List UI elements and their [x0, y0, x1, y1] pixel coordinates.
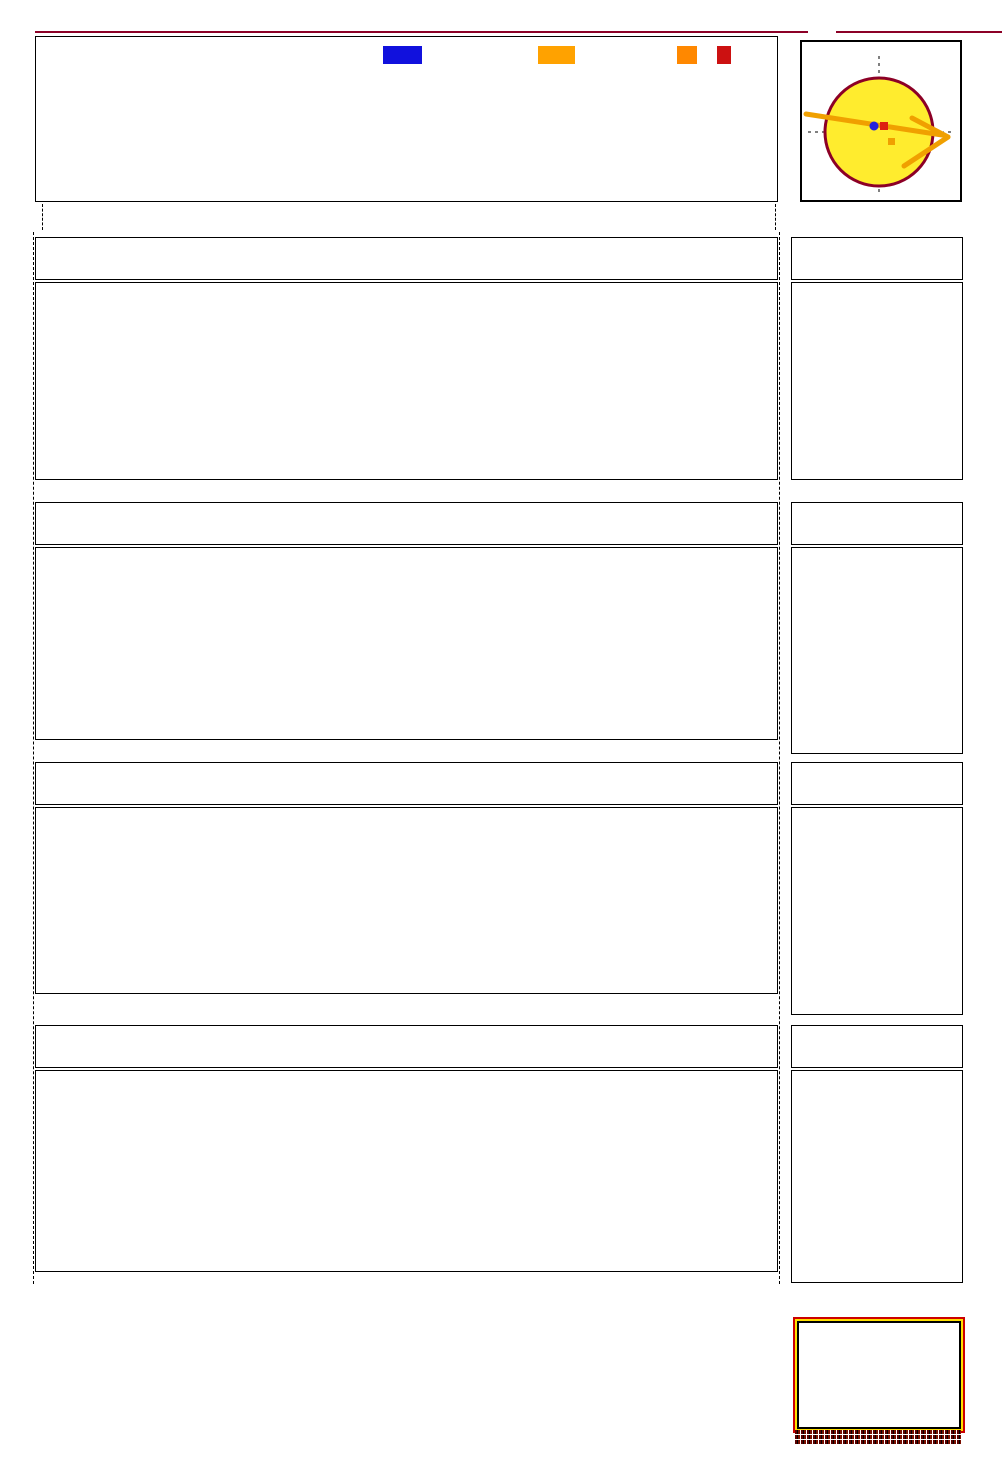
- radiation-heat-strip-canvas: [35, 1402, 776, 1430]
- panel4-spectrum-profile-canvas: [791, 1070, 963, 1283]
- logo-credit-line: [795, 1435, 961, 1439]
- pointing-arrow-head-upper: [909, 115, 951, 140]
- electron-proton-env-canvas: [35, 1308, 776, 1395]
- pointing-dot-red: [880, 122, 888, 130]
- panel2-pha-blue-profile-canvas: [791, 502, 963, 545]
- panel-left-guide: [33, 232, 34, 1284]
- pointing-dot-blue: [869, 121, 879, 131]
- panel2-spectrogram-canvas: [35, 547, 778, 740]
- panel1-spectrum-profile-canvas: [791, 282, 963, 480]
- resik-logo: [797, 1321, 961, 1429]
- panel-right-guide: [779, 232, 780, 1284]
- logo-credit-line: [795, 1430, 961, 1434]
- logo-credit-line: [795, 1440, 961, 1444]
- hour-axis-dash: [42, 204, 43, 230]
- title-underline-right: [836, 31, 1002, 33]
- flare-box-s07w18: [538, 46, 575, 64]
- flare-box-n10w03: [677, 46, 697, 64]
- sun-disk-diagram: [803, 56, 952, 192]
- panel2-time-strip-canvas: [35, 502, 778, 545]
- mini-activity-strip-canvas: [35, 229, 776, 236]
- flare-box-n10e00: [383, 46, 422, 64]
- hour-axis-dash: [775, 204, 776, 230]
- panel1-pha-blue-profile-canvas: [791, 237, 963, 280]
- panel3-spectrum-profile-canvas: [791, 807, 963, 1015]
- flare-box-s09w09: [717, 46, 731, 64]
- panel3-pha-blue-profile-canvas: [791, 762, 963, 805]
- pointing-dot-orange: [888, 138, 895, 145]
- panel2-spectrum-profile-canvas: [791, 547, 963, 754]
- panel1-time-strip-canvas: [35, 237, 778, 280]
- pointing-arrow-head-lower: [901, 134, 951, 169]
- panel1-spectrogram-canvas: [35, 282, 778, 480]
- panel3-time-strip-canvas: [35, 762, 778, 805]
- panel4-spectrogram-canvas: [35, 1070, 778, 1272]
- panel4-time-strip-canvas: [35, 1025, 778, 1068]
- panel4-pha-blue-profile-canvas: [791, 1025, 963, 1068]
- panel3-spectrogram-canvas: [35, 807, 778, 994]
- sun-pointing-panel: [800, 40, 962, 202]
- title-underline: [35, 31, 808, 33]
